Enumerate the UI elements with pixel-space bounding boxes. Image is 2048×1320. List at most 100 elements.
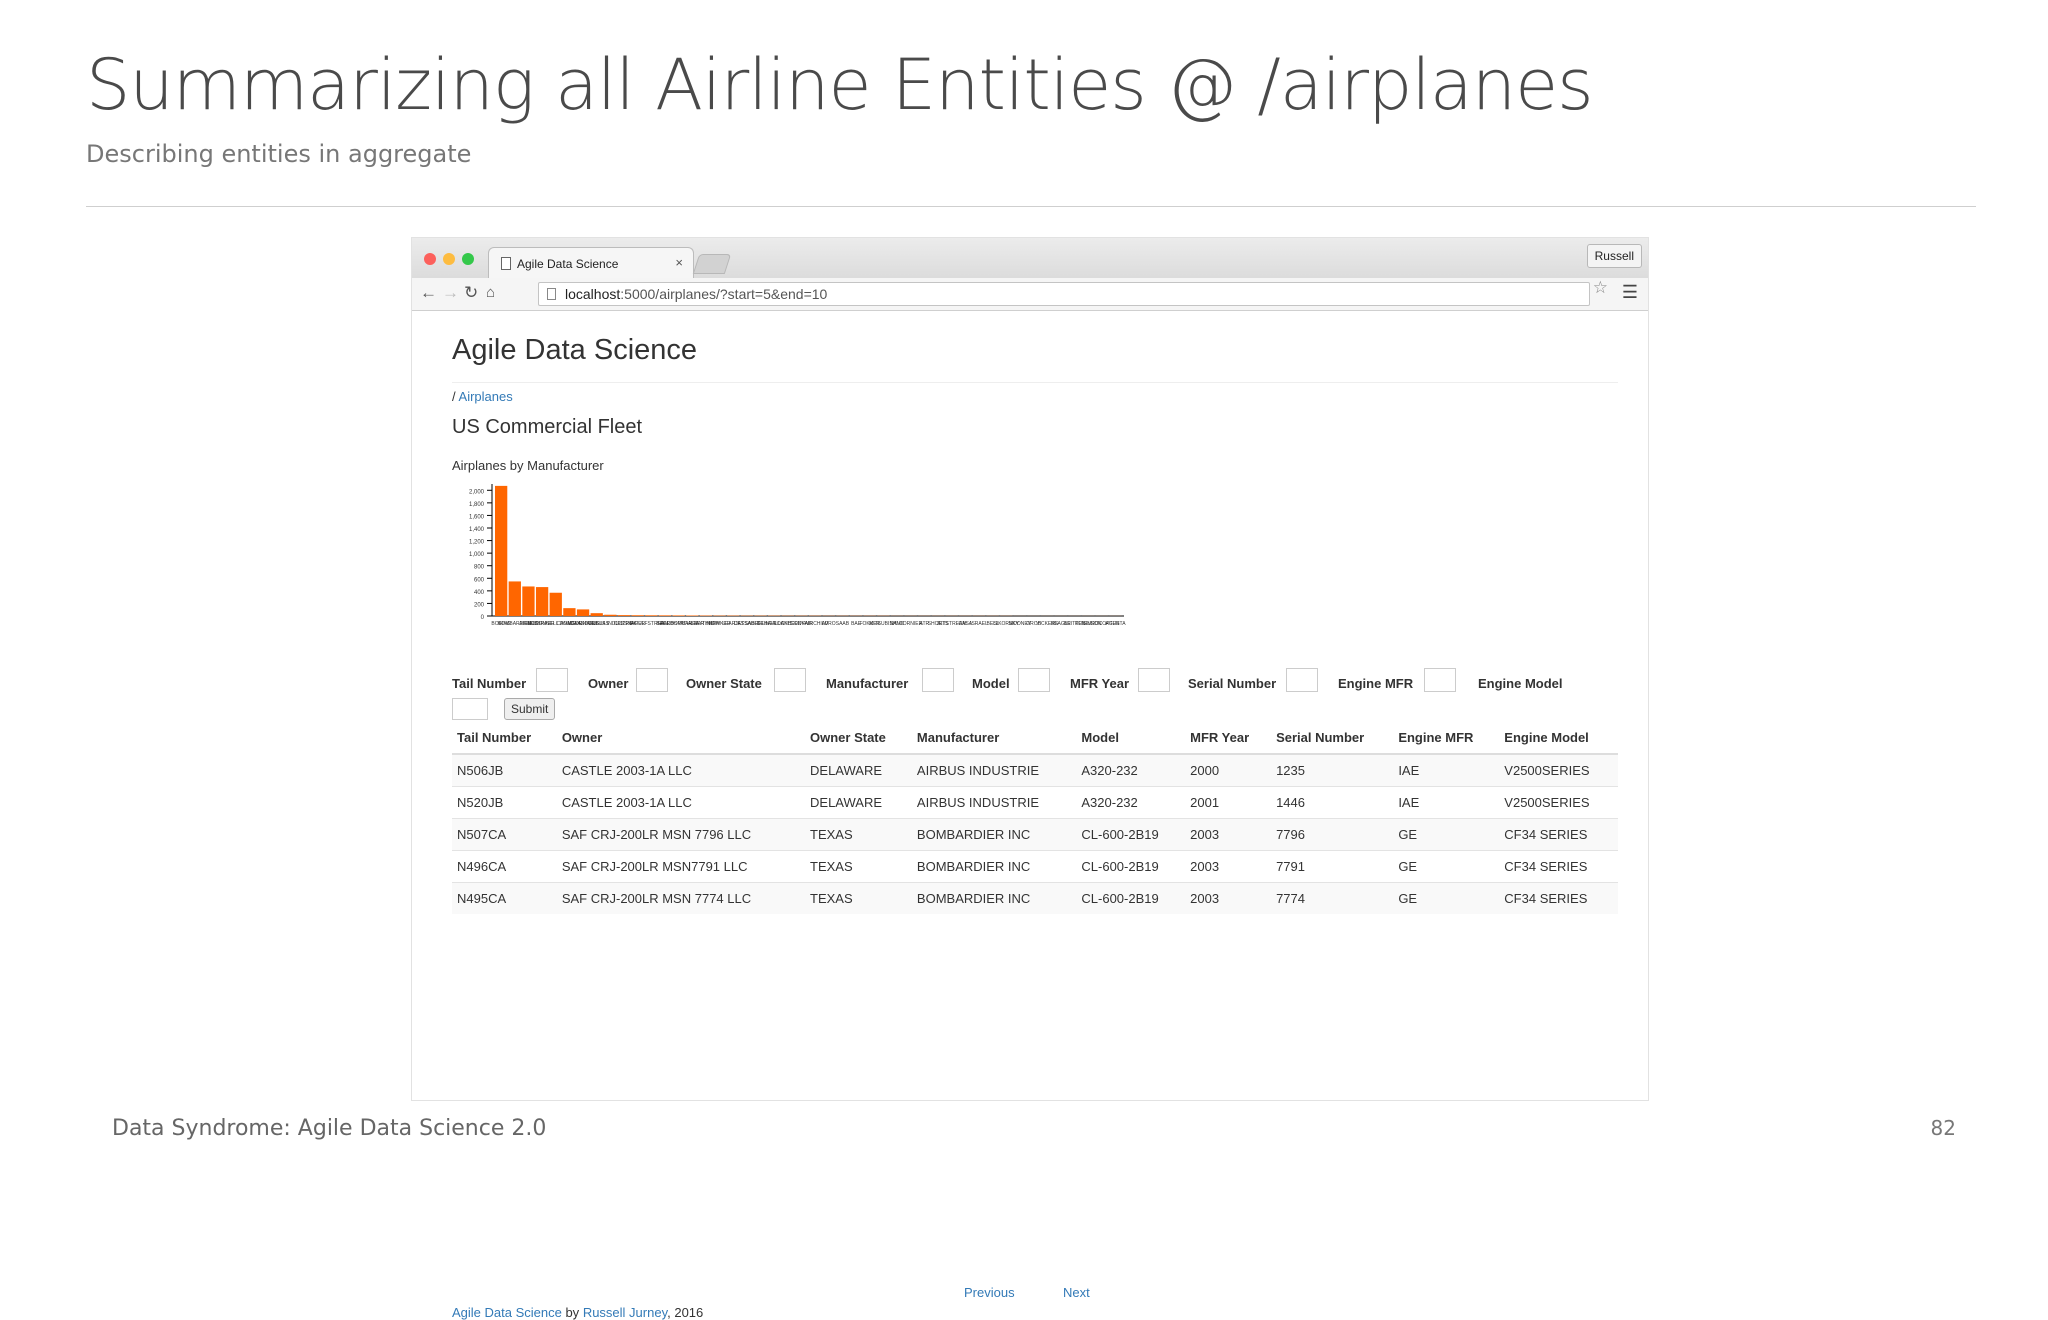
author-link[interactable]: Russell Jurney <box>583 1305 667 1320</box>
bar <box>563 608 575 616</box>
filter-label: Owner <box>588 676 628 691</box>
close-window-icon[interactable] <box>424 253 436 265</box>
table-cell: TEXAS <box>805 883 912 915</box>
y-tick-label: 800 <box>474 565 485 571</box>
table-cell: N496CA <box>452 851 557 883</box>
table-cell: V2500SERIES <box>1499 754 1618 787</box>
browser-titlebar: Agile Data Science × Russell <box>412 238 1648 278</box>
tab-title: Agile Data Science <box>517 257 618 271</box>
y-tick-label: 1,600 <box>469 514 485 520</box>
y-tick-label: 1,200 <box>469 540 485 546</box>
breadcrumb-airplanes-link[interactable]: Airplanes <box>459 389 513 404</box>
manufacturer-bar-chart: 02004006008001,0001,2001,4001,6001,8002,… <box>452 484 1352 632</box>
browser-toolbar: ← → ↻ ⌂ localhost:5000/airplanes/?start=… <box>412 278 1648 311</box>
forward-arrow-icon[interactable]: → <box>442 283 459 303</box>
filter-input[interactable] <box>922 668 954 692</box>
credit-by: by <box>562 1305 583 1320</box>
bar <box>672 615 684 616</box>
table-header-cell: Owner <box>557 722 805 754</box>
profile-button[interactable]: Russell <box>1587 244 1642 268</box>
breadcrumb: / Airplanes <box>452 389 513 404</box>
filter-input[interactable] <box>1138 668 1170 692</box>
breadcrumb-separator: / <box>452 389 456 404</box>
y-tick-label: 1,800 <box>469 502 485 508</box>
new-tab-button[interactable] <box>693 254 731 274</box>
filter-label: Engine MFR <box>1338 676 1413 691</box>
minimize-window-icon[interactable] <box>443 253 455 265</box>
table-cell: V2500SERIES <box>1499 787 1618 819</box>
table-header-cell: Model <box>1076 722 1185 754</box>
next-page-link[interactable]: Next <box>1063 1285 1090 1300</box>
table-cell: SAF CRJ-200LR MSN 7796 LLC <box>557 819 805 851</box>
previous-page-link[interactable]: Previous <box>964 1285 1015 1300</box>
filter-input[interactable] <box>636 668 668 692</box>
table-cell: IAE <box>1393 787 1499 819</box>
submit-button[interactable]: Submit <box>504 698 555 720</box>
table-cell: A320-232 <box>1076 754 1185 787</box>
filter-input[interactable] <box>536 668 568 692</box>
table-cell: CASTLE 2003-1A LLC <box>557 787 805 819</box>
table-cell: 1446 <box>1271 787 1393 819</box>
slide-title: Summarizing all Airline Entities @ /airp… <box>86 44 1593 126</box>
address-bar[interactable]: localhost:5000/airplanes/?start=5&end=10 <box>538 282 1590 306</box>
menu-icon[interactable]: ☰ <box>1622 282 1638 303</box>
page-icon <box>501 257 511 270</box>
table-header-cell: Owner State <box>805 722 912 754</box>
filter-label: Manufacturer <box>826 676 908 691</box>
bar <box>522 586 534 616</box>
tab-close-icon[interactable]: × <box>675 255 683 270</box>
y-tick-label: 200 <box>474 602 485 608</box>
bar <box>632 615 644 616</box>
table-header-cell: MFR Year <box>1185 722 1271 754</box>
y-tick-label: 1,000 <box>469 552 485 558</box>
table-cell: CL-600-2B19 <box>1076 883 1185 915</box>
site-title: Agile Data Science <box>452 334 697 367</box>
reload-icon[interactable]: ↻ <box>464 283 478 303</box>
slide-footer: Data Syndrome: Agile Data Science 2.0 <box>112 1116 546 1141</box>
table-cell: A320-232 <box>1076 787 1185 819</box>
bar <box>550 593 562 616</box>
table-cell: N495CA <box>452 883 557 915</box>
page-icon <box>547 288 556 300</box>
y-tick-label: 0 <box>481 615 485 621</box>
filter-input[interactable] <box>774 668 806 692</box>
table-cell: 2003 <box>1185 883 1271 915</box>
filter-input[interactable] <box>1424 668 1456 692</box>
table-header-cell: Manufacturer <box>912 722 1076 754</box>
table-cell: BOMBARDIER INC <box>912 819 1076 851</box>
table-cell: GE <box>1393 851 1499 883</box>
table-cell: N507CA <box>452 819 557 851</box>
browser-tab[interactable]: Agile Data Science × <box>488 247 694 279</box>
slide-subtitle: Describing entities in aggregate <box>86 140 471 168</box>
filter-label: Model <box>972 676 1010 691</box>
content-divider <box>452 382 1618 383</box>
table-cell: 2001 <box>1185 787 1271 819</box>
back-arrow-icon[interactable]: ← <box>420 283 437 303</box>
bookmark-star-icon[interactable]: ☆ <box>1593 278 1608 298</box>
filter-input[interactable] <box>1018 668 1050 692</box>
bar <box>591 613 603 616</box>
table-header-cell: Engine MFR <box>1393 722 1499 754</box>
home-icon[interactable]: ⌂ <box>486 283 495 303</box>
table-cell: CL-600-2B19 <box>1076 819 1185 851</box>
table-cell: 2003 <box>1185 819 1271 851</box>
table-cell: SAF CRJ-200LR MSN 7774 LLC <box>557 883 805 915</box>
filter-input[interactable] <box>1286 668 1318 692</box>
table-cell: BOMBARDIER INC <box>912 851 1076 883</box>
bar <box>618 615 630 616</box>
filter-label: MFR Year <box>1070 676 1129 691</box>
filter-input[interactable] <box>452 698 488 720</box>
bar <box>577 609 589 616</box>
filter-label: Tail Number <box>452 676 526 691</box>
site-link[interactable]: Agile Data Science <box>452 1305 562 1320</box>
chart-title: Airplanes by Manufacturer <box>452 458 604 473</box>
table-cell: CF34 SERIES <box>1499 819 1618 851</box>
table-cell: TEXAS <box>805 819 912 851</box>
table-cell: GE <box>1393 819 1499 851</box>
maximize-window-icon[interactable] <box>462 253 474 265</box>
filter-label: Serial Number <box>1188 676 1276 691</box>
page-credit: Agile Data Science by Russell Jurney, 20… <box>452 1305 703 1320</box>
